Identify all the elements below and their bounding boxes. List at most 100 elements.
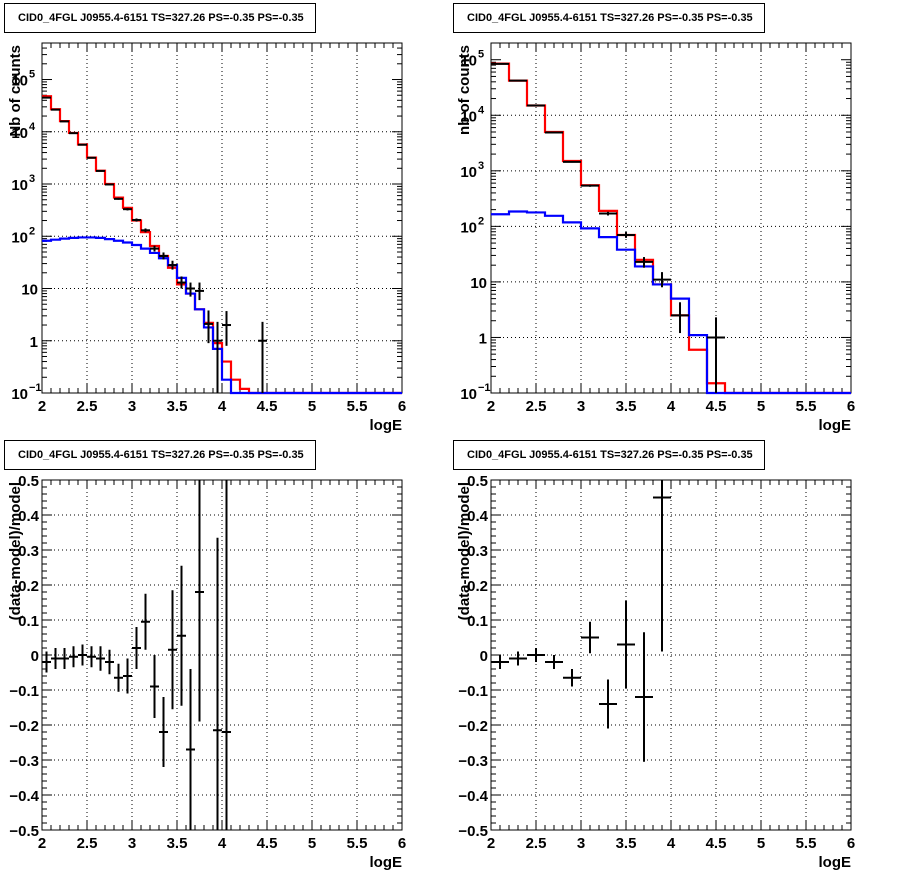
y-tick-label: 10 <box>11 386 28 403</box>
y-tick-exponent: −1 <box>478 382 491 394</box>
data-point <box>653 480 671 652</box>
data-point <box>599 211 617 216</box>
panel-title-bottom-left: CID0_4FGL J0955.4-6151 TS=327.26 PS=-0.3… <box>4 440 316 470</box>
x-tick-label: 6 <box>398 835 406 852</box>
data-point <box>42 96 51 99</box>
y-tick-label: 10 <box>11 229 28 246</box>
y-tick-label: −0.2 <box>458 718 488 735</box>
data-point <box>671 302 689 334</box>
data-point <box>635 257 653 268</box>
y-tick-label: −0.4 <box>458 788 488 805</box>
y-tick-exponent: 4 <box>29 121 36 133</box>
data-point <box>186 282 195 297</box>
data-point <box>653 272 671 288</box>
y-tick-label: 10 <box>470 275 487 292</box>
panel-title-bottom-right: CID0_4FGL J0955.4-6151 TS=327.26 PS=-0.3… <box>453 440 765 470</box>
data-point <box>78 143 87 146</box>
x-tick-label: 5 <box>757 398 765 415</box>
data-point <box>563 160 581 163</box>
x-axis-title: logE <box>819 417 852 434</box>
x-tick-label: 5 <box>308 398 316 415</box>
data-point <box>105 183 114 186</box>
y-tick-exponent: 3 <box>29 173 35 185</box>
x-tick-label: 2 <box>38 835 46 852</box>
y-tick-label: 10 <box>460 386 477 403</box>
data-point <box>96 169 105 172</box>
x-tick-label: 2 <box>487 398 495 415</box>
y-tick-label: 10 <box>460 108 477 125</box>
data-point <box>545 655 563 669</box>
y-tick-label: 10 <box>460 219 477 236</box>
x-tick-label: 5.5 <box>796 398 817 415</box>
y-tick-label: −0.1 <box>458 683 488 700</box>
data-point <box>581 184 599 187</box>
data-point <box>545 131 563 134</box>
data-point <box>177 565 186 706</box>
y-tick-exponent: 5 <box>29 69 35 81</box>
y-axis-title: (data-model)/model <box>456 482 473 620</box>
data-point <box>563 669 581 687</box>
x-tick-label: 5.5 <box>347 398 368 415</box>
x-tick-label: 2 <box>487 835 495 852</box>
data-point <box>707 317 725 393</box>
x-tick-label: 4 <box>218 835 227 852</box>
y-axis-title: Nb of counts <box>7 45 24 137</box>
y-tick-label: 10 <box>460 164 477 181</box>
x-tick-label: 2.5 <box>526 398 547 415</box>
y-tick-label: 0.3 <box>18 543 39 560</box>
data-point <box>258 321 267 393</box>
y-tick-label: 10 <box>11 177 28 194</box>
x-tick-label: 3 <box>577 835 585 852</box>
x-tick-label: 5 <box>308 835 316 852</box>
data-point <box>222 311 231 346</box>
model-source-histogram <box>42 236 402 395</box>
data-point <box>159 252 168 260</box>
x-tick-label: 5.5 <box>796 835 817 852</box>
data-point <box>132 627 141 669</box>
x-tick-label: 5 <box>757 835 765 852</box>
y-tick-label: −0.3 <box>9 753 39 770</box>
x-tick-label: 4.5 <box>257 398 278 415</box>
y-tick-label: 10 <box>460 53 477 70</box>
x-tick-label: 2.5 <box>77 835 98 852</box>
x-tick-label: 3 <box>128 835 136 852</box>
y-tick-label: 10 <box>21 282 38 299</box>
data-point <box>150 655 159 718</box>
data-point <box>150 245 159 252</box>
data-point <box>195 480 204 722</box>
data-point <box>213 537 222 830</box>
y-tick-label: −0.5 <box>458 823 488 840</box>
data-point <box>213 321 222 393</box>
x-tick-label: 6 <box>847 835 855 852</box>
y-tick-label: 0 <box>480 648 488 665</box>
data-point <box>78 644 87 666</box>
x-tick-label: 3.5 <box>616 398 637 415</box>
x-tick-label: 6 <box>398 398 406 415</box>
chart-bottom-left: 2 2.5 3 3.5 4 4.5 5 5.5 6 −0.5 −0.4 −0.3 −0.2 −0.1 0 0.… <box>7 473 406 871</box>
data-point <box>177 276 186 289</box>
data-point <box>186 669 195 830</box>
data-point <box>599 679 617 729</box>
x-tick-label: 3 <box>577 398 585 415</box>
data-point <box>141 593 150 650</box>
data-point <box>635 632 653 762</box>
y-tick-exponent: 2 <box>29 225 35 237</box>
data-point <box>42 651 51 673</box>
data-point <box>509 651 527 666</box>
x-tick-label: 5.5 <box>347 835 368 852</box>
x-tick-label: 4 <box>218 398 227 415</box>
y-tick-exponent: −1 <box>29 382 42 394</box>
data-point <box>114 663 123 692</box>
x-axis-title: logE <box>819 854 852 871</box>
panel-title-top-right: CID0_4FGL J0955.4-6151 TS=327.26 PS=-0.3… <box>453 3 765 33</box>
y-tick-label: 1 <box>30 334 38 351</box>
data-point <box>617 600 635 689</box>
data-point <box>96 646 105 671</box>
data-point <box>581 621 599 654</box>
data-point <box>51 108 60 111</box>
x-tick-label: 4.5 <box>706 835 727 852</box>
